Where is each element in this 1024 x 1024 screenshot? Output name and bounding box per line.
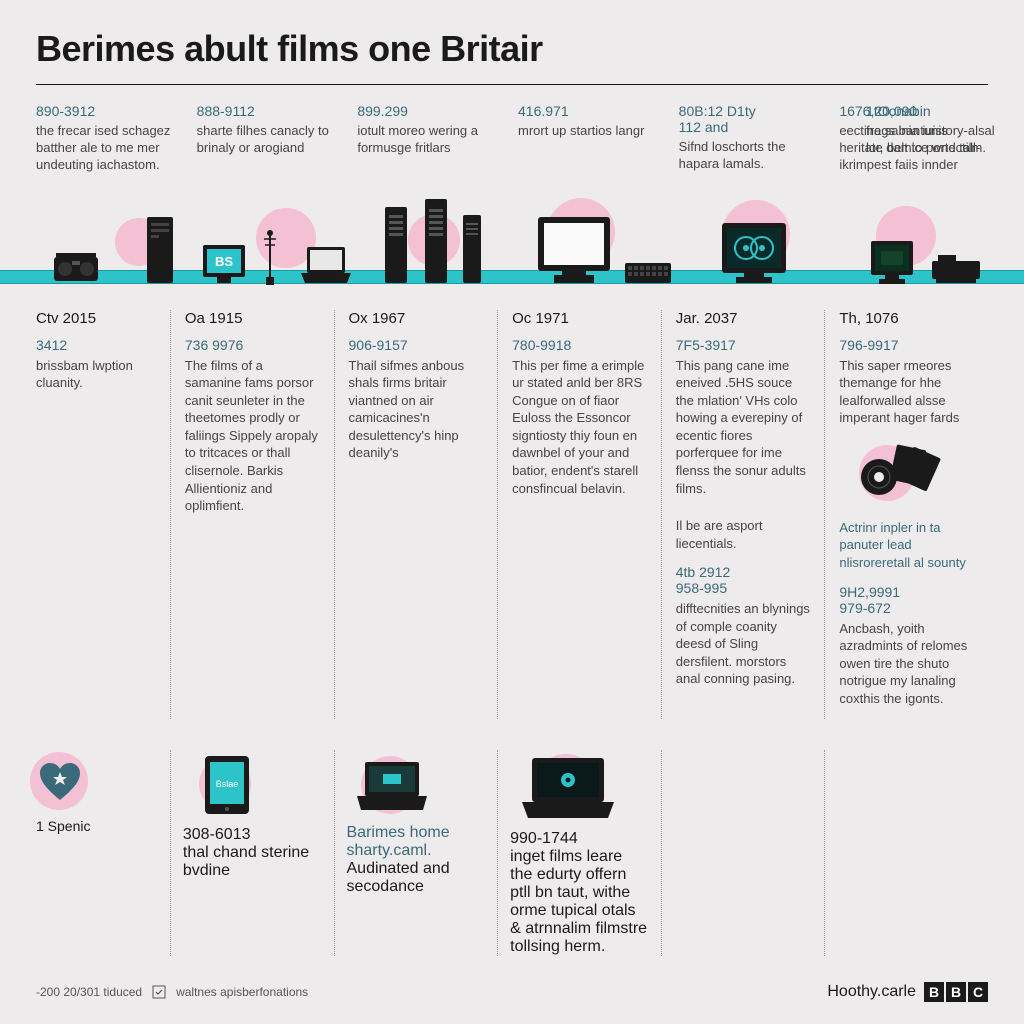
bottom-2-desc: Audinated and secodance	[347, 860, 486, 896]
radio-icon	[52, 249, 100, 290]
bottom-0-label: 1 Spenic	[36, 818, 158, 834]
top-desc-extra: fre salnia iuistory-alsal lor, belt to p…	[866, 123, 996, 157]
top-cell-3: 416.971 mrort up startios langr	[518, 103, 667, 174]
mid-5-y0: 796-9917	[839, 337, 976, 353]
small-laptop-icon	[353, 760, 431, 814]
bbc-logo: BBC	[924, 982, 988, 1002]
bottom-2-title: Barimes home sharty.caml.	[347, 824, 486, 860]
period-3: Oc 1971	[512, 310, 649, 327]
bottom-2: Barimes home sharty.caml. Audinated and …	[334, 750, 498, 956]
top-desc-3: mrort up startios langr	[518, 123, 667, 140]
footer-left-sub: waltnes apisberfonations	[176, 985, 308, 999]
top-cell-4: 80B:12 D1ty 112 and Sifnd loschorts the …	[679, 103, 828, 174]
bottom-3: 990-1744 inget films leare the edurty of…	[497, 750, 661, 956]
top-year-4: 80B:12 D1ty 112 and	[679, 103, 828, 135]
film-monitor-icon	[718, 221, 790, 290]
mid-0-d0: brissbam lwption cluanity.	[36, 357, 158, 392]
period-4: Jar. 2037	[676, 310, 813, 327]
mid-1-y0: 736 9976	[185, 337, 322, 353]
top-year-extra: 1tOonabin	[866, 103, 996, 119]
mid-cell-4: Jar. 2037 7F5-3917 This pang cane ime en…	[661, 310, 825, 720]
period-0: Ctv 2015	[36, 310, 158, 327]
server-icon-4	[461, 213, 483, 290]
mid-cell-0: Ctv 2015 3412 brissbam lwption cluanity.	[36, 310, 170, 720]
mid-0-y0: 3412	[36, 337, 158, 353]
tablet-icon: Bslae	[203, 754, 251, 816]
footer-left-text: -200 20/301 tiduced	[36, 985, 142, 999]
period-2: Ox 1967	[349, 310, 486, 327]
timeline: BS	[36, 180, 988, 300]
mid-cell-3: Oc 1971 780-9918 This per fime a erimple…	[497, 310, 661, 720]
heart-star-icon	[38, 762, 82, 802]
small-tv-icon: BS	[199, 241, 249, 290]
top-desc-2: iotult moreo wering a formusge fritlars	[357, 123, 506, 157]
mid-5-d2: Ancbash, yoith azradmints of relomes owe…	[839, 620, 976, 708]
mid-3-d0: This per fime a erimple ur stated anld b…	[512, 357, 649, 497]
top-desc-0: the frecar ised schagez batther ale to m…	[36, 123, 185, 174]
server-icon-1	[145, 215, 175, 290]
period-1: Oa 1915	[185, 310, 322, 327]
bottom-row: 1 Spenic Bslae 308-6013 thal chand steri…	[36, 750, 988, 956]
small-monitor-icon	[867, 239, 917, 290]
bottom-1: Bslae 308-6013 thal chand sterine bvdine	[170, 750, 334, 956]
mid-3-y0: 780-9918	[512, 337, 649, 353]
mid-5-d0: This saper rmeores themange for hhe leal…	[839, 357, 976, 427]
mid-4-y0: 7F5-3917	[676, 337, 813, 353]
page-title: Berimes abult films one Britair	[36, 28, 988, 70]
top-row: 890-3912 the frecar ised schagez batther…	[36, 103, 988, 174]
keyboard-icon	[623, 261, 673, 290]
mid-4-y2: 4tb 2912 958-995	[676, 564, 813, 596]
top-year-1: 888-9112	[197, 103, 346, 119]
period-5: Th, 1076	[839, 310, 976, 327]
mid-2-y0: 906-9157	[349, 337, 486, 353]
svg-text:Bslae: Bslae	[216, 779, 239, 789]
server-icon-3	[423, 197, 449, 290]
crt-monitor-icon	[534, 215, 614, 290]
top-desc-4: Sifnd loschorts the hapara lamals.	[679, 139, 828, 173]
mid-cell-2: Ox 1967 906-9157 Thail sifmes anbous sha…	[334, 310, 498, 720]
printer-icon	[928, 253, 984, 290]
footer: -200 20/301 tiduced waltnes apisberfonat…	[36, 982, 988, 1002]
top-cell-extra: 1tOonabin fre salnia iuistory-alsal lor,…	[866, 103, 996, 157]
top-year-2: 899.299	[357, 103, 506, 119]
server-icon-2	[383, 205, 409, 290]
top-year-0: 890-3912	[36, 103, 185, 119]
mid-cell-5: Th, 1076 796-9917 This saper rmeores the…	[824, 310, 988, 720]
bottom-0: 1 Spenic	[36, 750, 170, 956]
footer-icon	[152, 985, 166, 999]
bottom-1-desc: thal chand sterine bvdine	[183, 844, 322, 880]
top-cell-0: 890-3912 the frecar ised schagez batther…	[36, 103, 185, 174]
mid-5-d1: Actrinr inpler in ta panuter lead nlisro…	[839, 519, 976, 572]
top-cell-2: 899.299 iotult moreo wering a formusge f…	[357, 103, 506, 174]
mid-2-d0: Thail sifmes anbous shals firms britair …	[349, 357, 486, 462]
top-desc-1: sharte filhes canacly to brinaly or arog…	[197, 123, 346, 157]
mid-4-d0: This pang cane ime eneived .5HS souce th…	[676, 357, 813, 497]
svg-text:BS: BS	[215, 254, 233, 269]
bottom-1-year: 308-6013	[183, 826, 322, 844]
laptop-icon-1	[299, 245, 353, 290]
mid-5-y2: 9H2,9991 979-672	[839, 584, 976, 616]
title-rule	[36, 84, 988, 85]
mid-1-d0: The films of a samanine fams porsor cani…	[185, 357, 322, 515]
top-cell-1: 888-9112 sharte filhes canacly to brinal…	[197, 103, 346, 174]
mid-row: Ctv 2015 3412 brissbam lwption cluanity.…	[36, 310, 988, 720]
mid-cell-1: Oa 1915 736 9976 The films of a samanine…	[170, 310, 334, 720]
antenna-icon	[262, 229, 278, 290]
bottom-3-desc: inget films leare the edurty offern ptll…	[510, 848, 649, 956]
big-laptop-icon	[518, 756, 618, 822]
mid-4-d1: Il be are asport liecentials.	[676, 517, 813, 552]
bottom-3-year: 990-1744	[510, 830, 649, 848]
cd-cards-icon	[853, 443, 943, 503]
top-year-3: 416.971	[518, 103, 667, 119]
mid-4-d2: difftecnities an blynings of comple coan…	[676, 600, 813, 688]
footer-right-text: Hoothy.carle	[827, 983, 916, 1001]
